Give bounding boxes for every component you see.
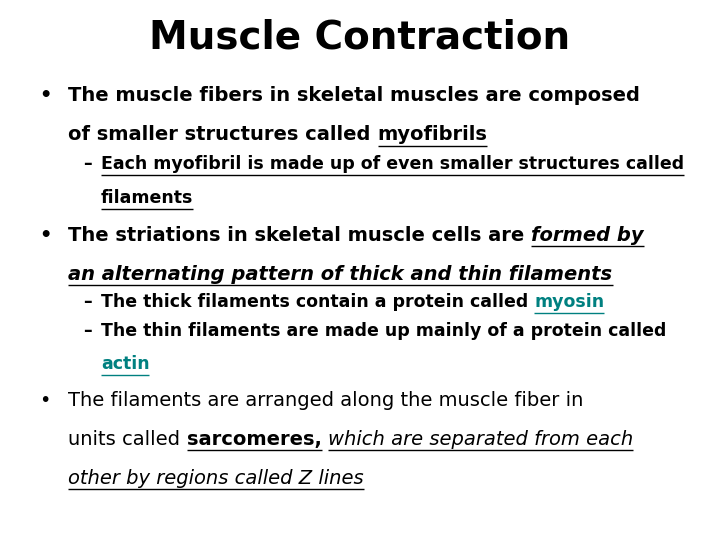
Text: filaments: filaments [101,189,193,207]
Text: The thick filaments contain a protein called: The thick filaments contain a protein ca… [101,293,534,311]
Text: –: – [83,293,91,311]
Text: •: • [40,226,52,245]
Text: The thin filaments are made up mainly of a protein called: The thin filaments are made up mainly of… [101,322,666,340]
Text: –: – [83,156,91,173]
Text: •: • [40,391,51,410]
Text: •: • [40,86,52,105]
Text: Each myofibril is made up of even smaller structures called: Each myofibril is made up of even smalle… [101,156,684,173]
Text: of smaller structures called: of smaller structures called [68,125,377,144]
Text: The muscle fibers in skeletal muscles are composed: The muscle fibers in skeletal muscles ar… [68,86,640,105]
Text: formed by: formed by [531,226,644,245]
Text: sarcomeres,: sarcomeres, [186,430,322,449]
Text: units called: units called [68,430,186,449]
Text: an alternating pattern of thick and thin filaments: an alternating pattern of thick and thin… [68,265,613,284]
Text: other by regions called Z lines: other by regions called Z lines [68,469,364,488]
Text: –: – [83,322,91,340]
Text: myosin: myosin [534,293,604,311]
Text: actin: actin [101,355,150,373]
Text: The striations in skeletal muscle cells are: The striations in skeletal muscle cells … [68,226,531,245]
Text: which are separated from each: which are separated from each [328,430,633,449]
Text: myofibrils: myofibrils [377,125,487,144]
Text: Muscle Contraction: Muscle Contraction [150,19,570,57]
Text: The filaments are arranged along the muscle fiber in: The filaments are arranged along the mus… [68,391,584,410]
